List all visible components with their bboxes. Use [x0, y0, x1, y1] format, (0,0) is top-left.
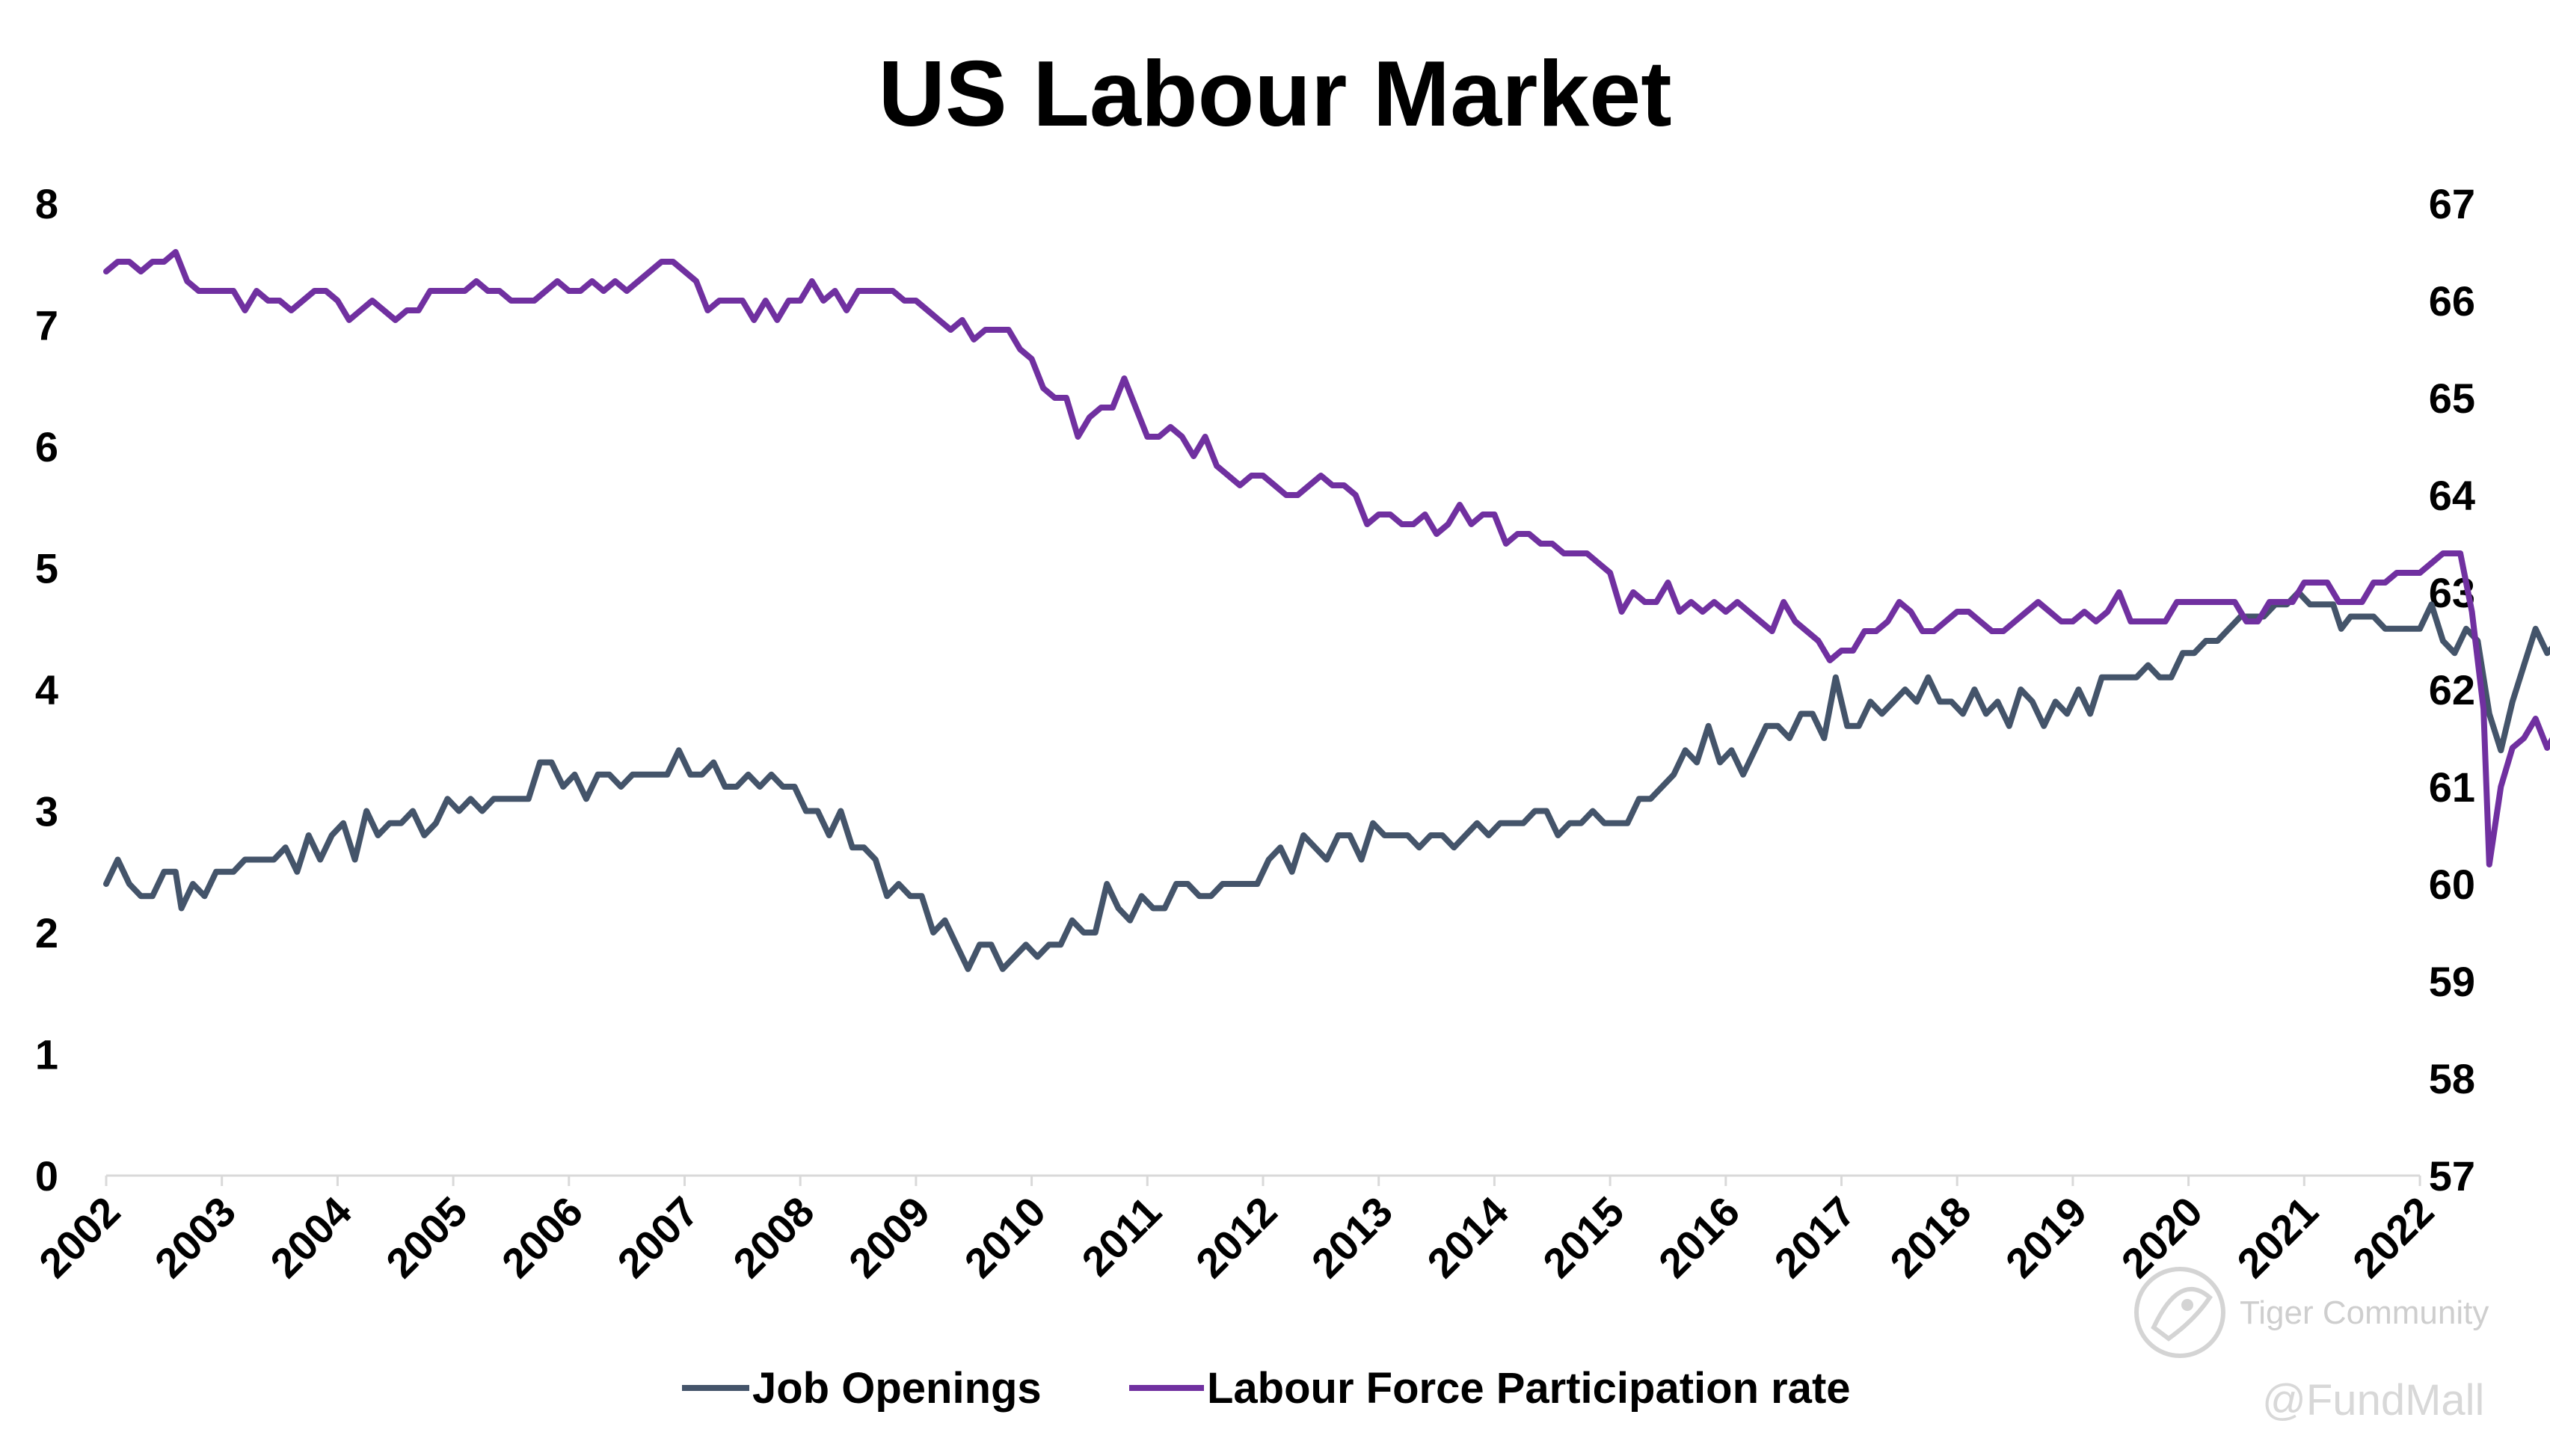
y-right-tick-label: 61 [2429, 764, 2475, 811]
y-left-tick-label: 7 [35, 302, 58, 349]
y-right-tick-label: 60 [2429, 861, 2475, 908]
legend-label-job-openings: Job Openings [752, 1364, 1042, 1413]
y-left-tick-label: 6 [35, 423, 58, 470]
watermark: Tiger Community @FundMall [2134, 1267, 2489, 1425]
y-right-tick-label: 58 [2429, 1055, 2475, 1102]
y-left-tick-label: 4 [35, 666, 58, 713]
y-right-tick-label: 57 [2429, 1152, 2475, 1199]
legend: Job Openings Labour Force Participation … [682, 1364, 1851, 1413]
legend-label-participation-rate: Labour Force Participation rate [1207, 1364, 1851, 1413]
y-right-tick-label: 65 [2429, 375, 2475, 422]
y-left-tick-label: 1 [35, 1031, 58, 1078]
y-left-tick-label: 2 [35, 909, 58, 956]
series-line-job-openings [103, 589, 2550, 972]
y-left-tick-label: 5 [35, 545, 58, 592]
watermark-handle: @FundMall [2262, 1376, 2484, 1425]
y-right-tick-label: 67 [2429, 180, 2475, 227]
y-right-tick-label: 62 [2429, 666, 2475, 713]
y-axis-left-ticks: 0 1 2 3 4 5 6 7 8 [35, 180, 58, 1199]
y-left-tick-label: 8 [35, 180, 58, 227]
tiger-logo-icon [2134, 1267, 2225, 1358]
watermark-brand: Tiger Community [2240, 1294, 2489, 1331]
y-right-tick-label: 66 [2429, 277, 2475, 325]
y-right-tick-label: 59 [2429, 958, 2475, 1005]
chart-title: US Labour Market [878, 43, 1671, 146]
series-layer [103, 249, 2550, 972]
y-left-tick-label: 0 [35, 1152, 58, 1199]
y-right-tick-label: 64 [2429, 472, 2475, 519]
series-line-participation-rate [103, 249, 2550, 867]
y-left-tick-label: 3 [35, 788, 58, 835]
